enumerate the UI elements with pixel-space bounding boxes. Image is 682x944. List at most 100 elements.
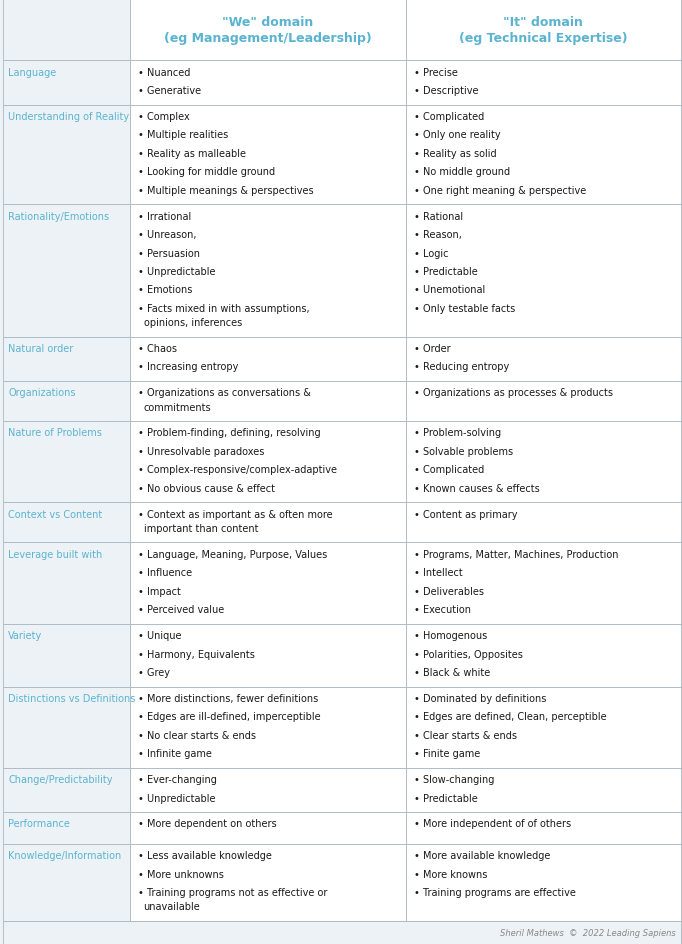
Bar	[130, 0, 406, 61]
Text: • Unpredictable: • Unpredictable	[138, 793, 215, 802]
Text: opinions, inferences: opinions, inferences	[144, 318, 242, 328]
Text: • Impact: • Impact	[138, 586, 181, 596]
Text: • Deliverables: • Deliverables	[414, 586, 484, 596]
Text: • Precise: • Precise	[414, 67, 458, 77]
Bar	[406, 812, 681, 844]
Text: • Reality as solid: • Reality as solid	[414, 148, 496, 159]
Text: • No clear starts & ends: • No clear starts & ends	[138, 730, 256, 740]
Bar	[406, 503, 681, 543]
Text: • Reality as malleable: • Reality as malleable	[138, 148, 246, 159]
Text: • Nuanced: • Nuanced	[138, 67, 190, 77]
Text: • Problem-solving: • Problem-solving	[414, 428, 501, 438]
Text: • Increasing entropy: • Increasing entropy	[138, 362, 238, 372]
Text: • Known causes & effects: • Known causes & effects	[414, 483, 539, 494]
Text: • Ever-changing: • Ever-changing	[138, 774, 216, 784]
Text: • Edges are defined, Clean, perceptible: • Edges are defined, Clean, perceptible	[414, 712, 606, 721]
Text: • Reducing entropy: • Reducing entropy	[414, 362, 509, 372]
Bar	[130, 422, 406, 503]
Bar	[3, 543, 130, 624]
Bar	[130, 503, 406, 543]
Bar	[3, 687, 130, 768]
Text: important than content: important than content	[144, 523, 258, 533]
Text: • Only testable facts: • Only testable facts	[414, 304, 515, 313]
Bar	[406, 106, 681, 205]
Text: • Intellect: • Intellect	[414, 567, 462, 578]
Bar	[406, 381, 681, 422]
Bar	[130, 543, 406, 624]
Bar	[3, 624, 130, 687]
Bar	[406, 422, 681, 503]
Text: • Persuasion: • Persuasion	[138, 248, 200, 259]
Text: unavailable: unavailable	[144, 902, 201, 911]
Text: • Harmony, Equivalents: • Harmony, Equivalents	[138, 649, 254, 659]
Text: • Polarities, Opposites: • Polarities, Opposites	[414, 649, 522, 659]
Text: • More independent of of others: • More independent of of others	[414, 818, 571, 829]
Bar	[3, 381, 130, 422]
Text: • Slow-changing: • Slow-changing	[414, 774, 494, 784]
Text: • Organizations as conversations &: • Organizations as conversations &	[138, 388, 310, 398]
Text: • Predictable: • Predictable	[414, 793, 477, 802]
Text: Natural order: Natural order	[8, 344, 74, 354]
Bar	[130, 624, 406, 687]
Text: • Grey: • Grey	[138, 667, 170, 677]
Text: • Unreason,: • Unreason,	[138, 229, 196, 240]
Text: • Complex-responsive/complex-adaptive: • Complex-responsive/complex-adaptive	[138, 464, 337, 475]
Bar	[130, 61, 406, 106]
Text: Performance: Performance	[8, 818, 70, 829]
Text: • Solvable problems: • Solvable problems	[414, 447, 513, 457]
Text: "It" domain
(eg Technical Expertise): "It" domain (eg Technical Expertise)	[459, 16, 627, 45]
Bar	[3, 503, 130, 543]
Text: • More available knowledge: • More available knowledge	[414, 851, 550, 860]
Bar	[3, 106, 130, 205]
Bar	[3, 920, 681, 944]
Text: Context vs Content: Context vs Content	[8, 509, 103, 519]
Text: • More dependent on others: • More dependent on others	[138, 818, 276, 829]
Text: • Training programs not as effective or: • Training programs not as effective or	[138, 887, 327, 897]
Text: • Multiple realities: • Multiple realities	[138, 130, 228, 140]
Text: • Irrational: • Irrational	[138, 211, 191, 221]
Text: • Complicated: • Complicated	[414, 111, 484, 122]
Text: Knowledge/Information: Knowledge/Information	[8, 851, 121, 860]
Text: Change/Predictability: Change/Predictability	[8, 774, 113, 784]
Text: • Unique: • Unique	[138, 631, 181, 640]
Text: Nature of Problems: Nature of Problems	[8, 428, 102, 438]
Bar	[3, 205, 130, 337]
Text: • Rational: • Rational	[414, 211, 463, 221]
Bar	[3, 812, 130, 844]
Bar	[3, 0, 130, 61]
Text: commitments: commitments	[144, 402, 211, 413]
Text: • Multiple meanings & perspectives: • Multiple meanings & perspectives	[138, 186, 313, 195]
Bar	[406, 687, 681, 768]
Text: • Influence: • Influence	[138, 567, 192, 578]
Text: Leverage built with: Leverage built with	[8, 549, 103, 559]
Bar	[406, 337, 681, 381]
Text: • Training programs are effective: • Training programs are effective	[414, 887, 576, 897]
Text: • Finite game: • Finite game	[414, 749, 480, 758]
Bar	[130, 844, 406, 920]
Text: • Order: • Order	[414, 344, 450, 354]
Text: • Chaos: • Chaos	[138, 344, 177, 354]
Text: "We" domain
(eg Management/Leadership): "We" domain (eg Management/Leadership)	[164, 16, 372, 45]
Text: Understanding of Reality: Understanding of Reality	[8, 111, 130, 122]
Text: • Infinite game: • Infinite game	[138, 749, 211, 758]
Text: • Language, Meaning, Purpose, Values: • Language, Meaning, Purpose, Values	[138, 549, 327, 559]
Bar	[406, 205, 681, 337]
Text: • Problem-finding, defining, resolving: • Problem-finding, defining, resolving	[138, 428, 321, 438]
Text: • Only one reality: • Only one reality	[414, 130, 501, 140]
Text: • Predictable: • Predictable	[414, 267, 477, 277]
Text: • Generative: • Generative	[138, 86, 201, 96]
Bar	[130, 205, 406, 337]
Bar	[406, 543, 681, 624]
Text: • Logic: • Logic	[414, 248, 448, 259]
Bar	[130, 812, 406, 844]
Text: Rationality/Emotions: Rationality/Emotions	[8, 211, 110, 221]
Text: • Perceived value: • Perceived value	[138, 604, 224, 615]
Text: • Less available knowledge: • Less available knowledge	[138, 851, 271, 860]
Bar	[406, 0, 681, 61]
Text: • No middle ground: • No middle ground	[414, 167, 510, 177]
Bar	[3, 337, 130, 381]
Text: • Edges are ill-defined, imperceptible: • Edges are ill-defined, imperceptible	[138, 712, 321, 721]
Text: • Organizations as processes & products: • Organizations as processes & products	[414, 388, 613, 398]
Text: • Clear starts & ends: • Clear starts & ends	[414, 730, 517, 740]
Text: • Dominated by definitions: • Dominated by definitions	[414, 693, 546, 703]
